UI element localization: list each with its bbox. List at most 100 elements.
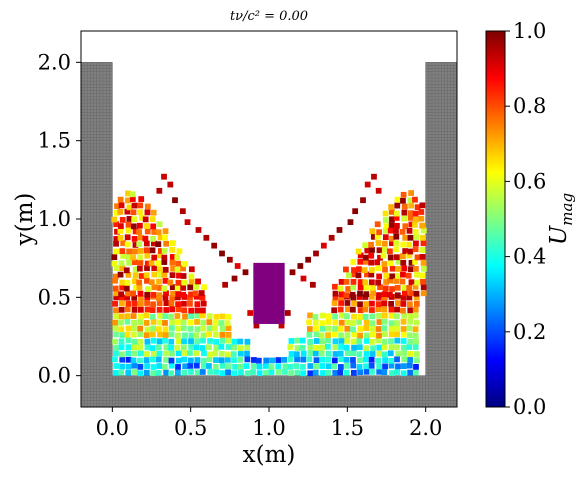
particle xyxy=(362,356,369,363)
particle xyxy=(337,285,344,292)
particle xyxy=(275,369,282,375)
particle xyxy=(168,300,175,307)
particle xyxy=(406,332,413,339)
particle xyxy=(162,326,169,333)
particle xyxy=(394,292,401,299)
particle xyxy=(188,273,195,280)
particle xyxy=(244,350,250,357)
particle xyxy=(309,281,316,288)
particle xyxy=(144,363,150,369)
particle xyxy=(137,248,144,254)
particle xyxy=(136,284,143,291)
particle xyxy=(181,307,188,314)
particle xyxy=(231,338,238,345)
particle xyxy=(219,370,226,377)
particle xyxy=(389,273,396,280)
particle xyxy=(343,369,350,376)
particle xyxy=(406,227,413,234)
particle xyxy=(368,293,375,300)
particle xyxy=(131,338,138,345)
particle xyxy=(131,369,138,375)
particle xyxy=(112,356,118,363)
y-tick-label: 1.5 xyxy=(38,129,71,153)
particle xyxy=(362,254,369,261)
particle xyxy=(407,301,413,308)
particle xyxy=(238,369,244,376)
particle xyxy=(376,292,382,298)
particle xyxy=(170,265,176,272)
particle xyxy=(400,197,406,204)
particle xyxy=(346,272,352,279)
particle xyxy=(139,215,145,221)
particle xyxy=(368,356,375,363)
particle xyxy=(188,332,195,339)
particle xyxy=(332,290,339,297)
particle xyxy=(306,356,313,363)
particle xyxy=(200,319,206,326)
particle xyxy=(420,234,426,241)
particle xyxy=(338,300,345,306)
particle xyxy=(250,369,256,375)
particle xyxy=(350,357,356,363)
particle xyxy=(394,325,401,332)
particle xyxy=(155,370,162,376)
particle xyxy=(364,247,371,254)
particle xyxy=(363,319,370,326)
particle xyxy=(420,260,427,266)
particle xyxy=(388,357,395,364)
particle xyxy=(118,223,124,229)
particle xyxy=(388,325,395,332)
particle xyxy=(125,190,131,197)
particle xyxy=(369,307,375,313)
particle xyxy=(231,344,238,351)
particle xyxy=(350,278,357,285)
particle xyxy=(262,363,269,369)
particle xyxy=(247,310,254,316)
particle xyxy=(388,260,394,267)
particle xyxy=(382,217,389,223)
particle xyxy=(400,331,407,338)
particle xyxy=(187,284,194,291)
particle xyxy=(350,284,357,291)
particle xyxy=(182,261,189,267)
particle xyxy=(157,248,164,254)
particle xyxy=(300,275,307,282)
particle xyxy=(369,320,376,327)
x-tick-label: 2.0 xyxy=(409,416,442,440)
particle xyxy=(300,370,307,377)
particle xyxy=(138,273,145,279)
particle xyxy=(364,271,370,278)
particle xyxy=(156,221,163,228)
particle xyxy=(344,363,350,369)
particle xyxy=(400,259,407,266)
particle xyxy=(381,306,388,313)
particle xyxy=(123,267,130,274)
particle xyxy=(175,357,182,364)
particle xyxy=(194,319,200,325)
particle xyxy=(150,301,156,308)
particle xyxy=(408,266,414,273)
particle xyxy=(156,292,163,299)
particle xyxy=(362,279,369,286)
particle xyxy=(288,338,295,344)
particle xyxy=(338,294,345,301)
particle xyxy=(212,319,219,326)
particle xyxy=(112,273,119,280)
particle xyxy=(382,234,389,241)
particle xyxy=(375,357,381,364)
particle xyxy=(338,312,345,319)
particle xyxy=(113,307,119,314)
particle xyxy=(137,325,144,332)
particle xyxy=(338,332,344,339)
particle xyxy=(175,319,181,326)
particle xyxy=(407,307,414,314)
particle xyxy=(126,216,133,222)
particle xyxy=(382,266,388,273)
particle xyxy=(188,291,194,298)
particle xyxy=(237,363,244,370)
particle xyxy=(407,338,414,345)
particle xyxy=(125,369,132,376)
particle xyxy=(401,350,408,357)
particle xyxy=(413,240,419,247)
particle xyxy=(318,350,325,357)
